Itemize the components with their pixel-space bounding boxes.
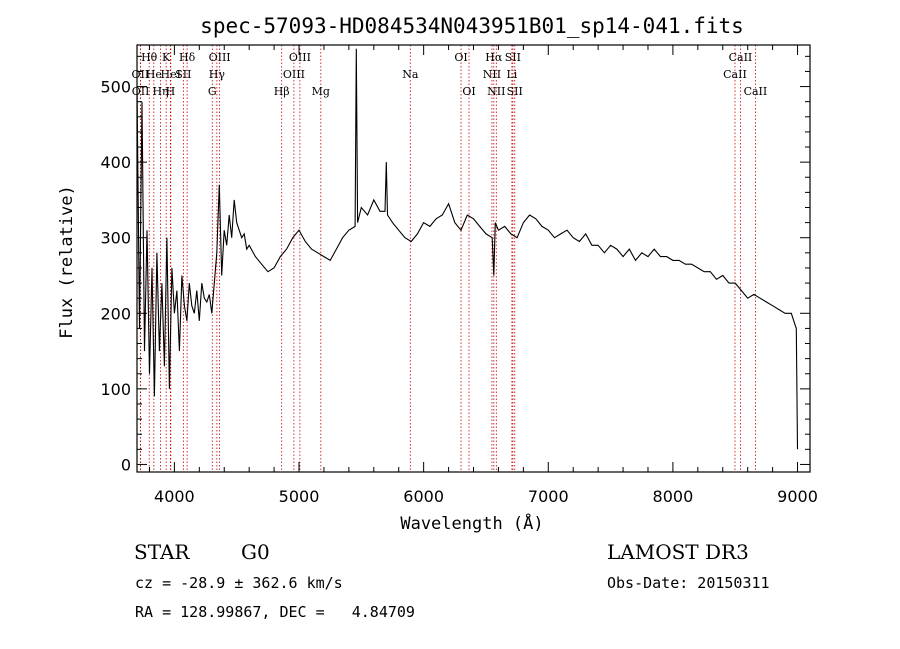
marker-label-27: CaII [729,51,753,64]
plot-frame [136,44,811,473]
y-tick-label-0: 0 [121,455,131,474]
line-markers [139,45,756,472]
y-tick-label-1: 100 [100,380,131,399]
obs-date: Obs-Date: 20150311 [607,574,770,592]
line-labels: OII OII Hθ He Hη K H HeI Hδ SII G OIII Hγ Hβ OIII OIII M… [132,51,768,98]
marker-label-23: Li [506,68,517,81]
y-tick-label-4: 400 [100,153,131,172]
marker-label-28: CaII [744,85,768,98]
marker-label-14: OIII [283,68,305,81]
marker-label-17: Na [402,68,419,81]
y-tick-label-2: 200 [100,304,131,323]
marker-label-0: OII [132,68,150,81]
x-tick-label-1: 5000 [279,487,320,506]
y-tick-label-5: 500 [100,78,131,97]
x-tick-label-2: 6000 [403,487,444,506]
marker-label-25: SII [507,85,523,98]
marker-label-9: SII [175,68,191,81]
object-class: STAR [134,540,190,564]
redshift-cz: cz = -28.9 ± 362.6 km/s [135,574,343,592]
marker-label-12: Hγ [209,68,226,81]
x-tick-label-3: 7000 [528,487,569,506]
marker-label-20: NII [483,68,501,81]
ra-dec: RA = 128.99867, DEC = 4.84709 [135,603,415,621]
marker-label-8: Hδ [179,51,196,64]
x-tick-label-5: 9000 [777,487,818,506]
marker-label-16: Mg [312,85,330,98]
marker-label-1: OII [132,85,150,98]
x-axis: 4000 5000 6000 7000 8000 9000 [148,45,818,506]
marker-label-18: OI [454,51,467,64]
x-axis-label: Wavelength (Å) [400,512,543,534]
marker-label-11: OIII [209,51,231,64]
x-tick-label-4: 8000 [653,487,694,506]
marker-label-22: NII [487,85,505,98]
marker-label-19: OI [462,85,475,98]
survey-name: LAMOST DR3 [607,540,749,564]
marker-label-13: Hβ [274,85,290,98]
marker-label-2: Hθ [141,51,158,64]
y-axis-label: Flux (relative) [57,185,77,339]
marker-label-15: OIII [289,51,311,64]
marker-label-3: He [146,68,162,81]
y-axis: 0 100 200 300 400 500 [100,55,810,474]
marker-label-10: G [208,85,217,98]
x-tick-label-0: 4000 [154,487,195,506]
marker-label-21: Hα [485,51,503,64]
marker-label-6: H [166,85,176,98]
spectrum-line [136,48,799,450]
chart-title: spec-57093-HD084534N043951B01_sp14-041.f… [200,14,744,38]
marker-label-24: SII [505,51,521,64]
object-subclass: G0 [241,540,270,564]
marker-label-5: K [162,51,171,64]
marker-label-7: HeI [161,68,181,81]
marker-label-4: Hη [152,85,168,98]
marker-label-26: CaII [723,68,747,81]
y-tick-label-3: 300 [100,229,131,248]
